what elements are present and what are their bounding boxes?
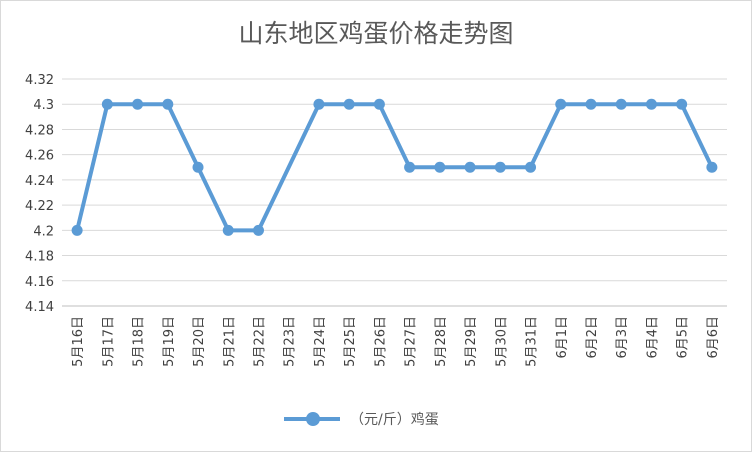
y-tick-label: 4.24 <box>25 174 54 189</box>
y-tick-label: 4.14 <box>25 300 54 315</box>
y-tick-label: 4.3 <box>33 98 54 113</box>
y-axis-ticks: 4.32 4.3 4.28 4.26 4.24 4.22 4.2 4.18 4.16 4.14 <box>25 73 54 315</box>
data-point <box>555 98 567 110</box>
y-tick-label: 4.18 <box>25 250 54 265</box>
y-tick-label: 4.16 <box>25 275 54 290</box>
data-point <box>222 224 234 236</box>
legend-swatch <box>284 412 340 426</box>
data-point <box>71 224 83 236</box>
x-tick-label: 5月24日 <box>313 316 328 367</box>
x-tick-label: 6月2日 <box>585 316 600 359</box>
y-tick-label: 4.28 <box>25 123 54 138</box>
data-point <box>343 98 355 110</box>
y-tick-label: 4.22 <box>25 199 54 214</box>
x-tick-label: 5月19日 <box>162 316 177 367</box>
x-tick-label: 5月22日 <box>252 316 267 367</box>
data-point <box>615 98 627 110</box>
data-point <box>132 98 144 110</box>
x-tick-label: 6月4日 <box>645 316 660 359</box>
data-point <box>585 98 597 110</box>
x-tick-label: 5月17日 <box>101 316 116 367</box>
data-point <box>434 161 446 173</box>
data-point <box>494 161 506 173</box>
legend-marker <box>306 412 320 426</box>
data-point <box>645 98 657 110</box>
data-point <box>313 98 325 110</box>
x-tick-label: 5月21日 <box>222 316 237 367</box>
legend-label: （元/斤）鸡蛋 <box>350 412 439 428</box>
y-tick-label: 4.2 <box>33 224 54 239</box>
data-point <box>373 98 385 110</box>
x-tick-label: 6月5日 <box>676 316 691 359</box>
series-layer <box>71 98 718 236</box>
data-point <box>162 98 174 110</box>
x-tick-label: 5月25日 <box>343 316 358 367</box>
x-tick-label: 5月31日 <box>525 316 540 367</box>
y-tick-label: 4.32 <box>25 73 54 88</box>
data-point <box>706 161 718 173</box>
x-tick-label: 6月6日 <box>706 316 721 359</box>
legend: （元/斤）鸡蛋 <box>284 407 439 431</box>
x-tick-label: 5月16日 <box>71 316 86 367</box>
data-point <box>404 161 416 173</box>
x-tick-label: 5月30日 <box>494 316 509 367</box>
data-point <box>192 161 204 173</box>
x-tick-label: 6月1日 <box>555 316 570 359</box>
x-tick-label: 5月28日 <box>434 316 449 367</box>
data-point <box>252 224 264 236</box>
chart-title: 山东地区鸡蛋价格走势图 <box>238 19 514 48</box>
x-tick-label: 5月27日 <box>404 316 419 367</box>
x-tick-label: 5月26日 <box>373 316 388 367</box>
x-tick-label: 5月20日 <box>192 316 207 367</box>
data-point <box>101 98 113 110</box>
x-tick-label: 6月3日 <box>615 316 630 359</box>
x-axis-ticks: 5月16日 5月17日 5月18日 5月19日 5月20日 5月21日 5月22日 5月23日… <box>71 316 721 367</box>
x-tick-label: 5月23日 <box>283 316 298 367</box>
x-tick-label: 5月18日 <box>132 316 147 367</box>
gridlines <box>62 78 727 307</box>
data-point <box>464 161 476 173</box>
data-point <box>676 98 688 110</box>
data-point <box>525 161 537 173</box>
y-tick-label: 4.26 <box>25 149 54 164</box>
x-tick-label: 5月29日 <box>464 316 479 367</box>
series-line <box>75 102 714 233</box>
